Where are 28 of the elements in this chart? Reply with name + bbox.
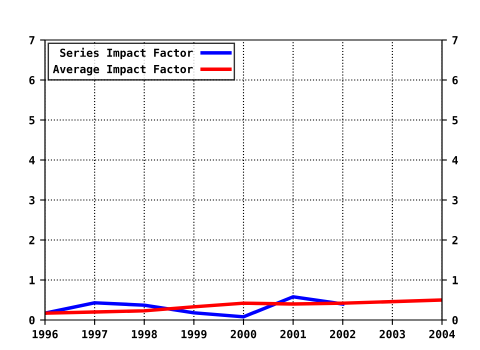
y-tick-label: 5 <box>29 116 35 124</box>
legend-label: Series Impact Factor <box>60 48 193 60</box>
y2-tick-label: 6 <box>452 76 458 84</box>
x-tick-label: 1999 <box>182 330 207 338</box>
x-tick-label: 1996 <box>32 330 58 338</box>
x-tick-label: 2000 <box>230 330 256 338</box>
y-tick-label: 3 <box>29 196 35 204</box>
y2-tick-label: 7 <box>452 36 458 44</box>
x-tick-label: 2004 <box>429 330 455 338</box>
y2-tick-label: 4 <box>452 156 458 164</box>
x-tick-label: 2002 <box>330 330 356 338</box>
x-tick-label: 1997 <box>82 330 108 338</box>
y2-tick-label: 2 <box>452 236 458 244</box>
y-tick-label: 2 <box>29 236 34 244</box>
x-tick-label: 1998 <box>132 330 157 338</box>
y2-tick-label: 1 <box>452 276 458 284</box>
legend-label: Average Impact Factor <box>52 65 193 76</box>
y-tick-label: 7 <box>29 36 34 44</box>
y2-tick-label: 3 <box>452 196 458 204</box>
y2-tick-label: 5 <box>452 116 458 124</box>
y-tick-label: 1 <box>30 276 35 284</box>
y-tick-label: 4 <box>29 156 35 164</box>
x-tick-label: 2001 <box>280 330 306 338</box>
y-tick-label: 0 <box>29 316 35 324</box>
y2-tick-label: 0 <box>452 316 458 324</box>
y-tick-label: 6 <box>29 76 35 84</box>
x-tick-label: 2003 <box>380 330 406 338</box>
line-series <box>45 298 442 315</box>
